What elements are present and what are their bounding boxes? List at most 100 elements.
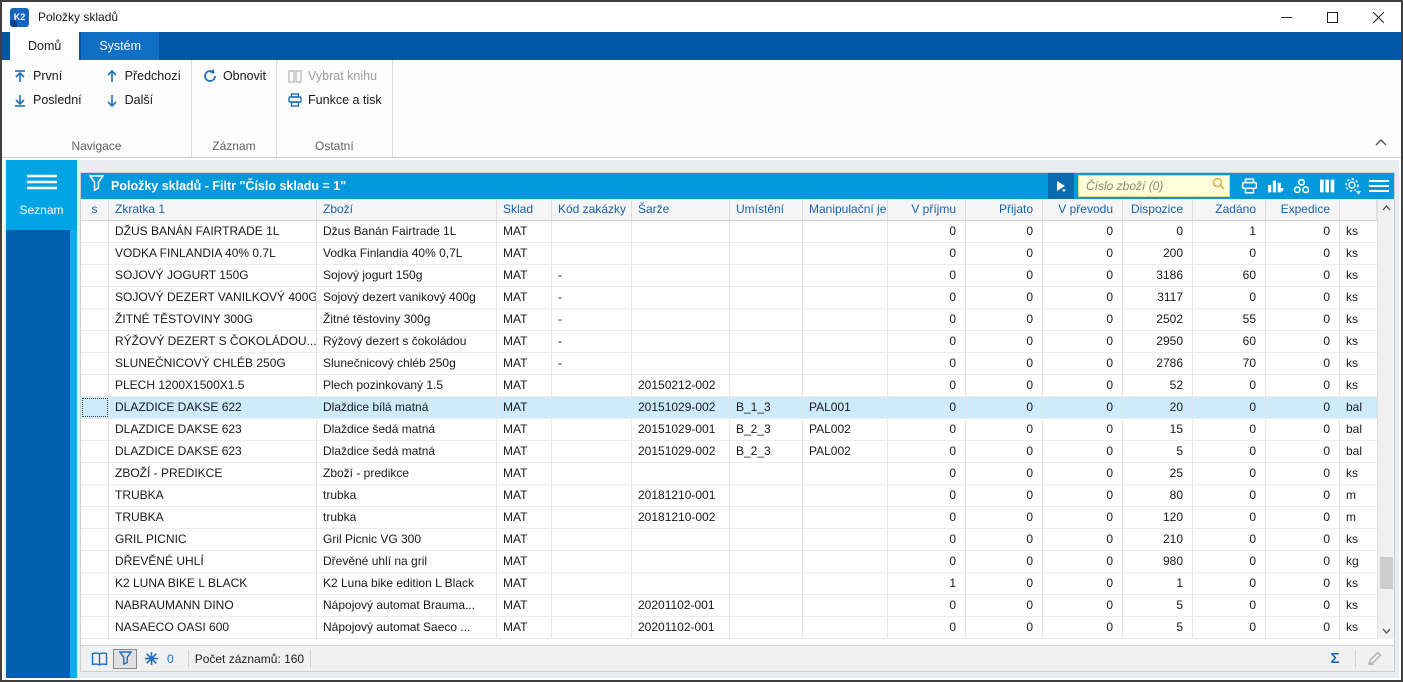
column-header-zbozi[interactable]: Zboží [317,199,497,220]
table-cell-umisteni [730,353,803,374]
table-cell-zbozi: Dlaždice šedá matná [317,441,497,462]
table-cell-prijato: 0 [966,353,1043,374]
tab-domu[interactable]: Domů [10,32,80,60]
columns-icon[interactable] [1314,173,1340,199]
column-header-sarze[interactable]: Šarže [632,199,730,220]
column-header-expedice[interactable]: Expedice [1266,199,1340,220]
previous-record-button[interactable]: Předchozí [100,64,185,88]
column-header-v-prijmu[interactable]: V příjmu [888,199,966,220]
browse-menu-icon[interactable] [1366,173,1392,199]
related-records-icon[interactable] [1288,173,1314,199]
scroll-down-icon[interactable] [1378,622,1395,639]
table-cell-sarze [632,243,730,264]
table-cell-s [81,265,109,286]
first-record-button[interactable]: První [8,64,86,88]
table-cell-jednotka: m [1346,488,1356,502]
table-cell-prijato: 0 [966,287,1043,308]
table-row[interactable]: ŽITNÉ TĚSTOVINY 300G Žitné těstoviny 300g… [81,309,1377,331]
search-icon[interactable] [1212,177,1225,195]
table-cell-s [81,463,109,484]
table-cell-sklad: MAT [497,309,552,330]
table-cell-zadano: 55 [1193,309,1266,330]
table-cell-v-prevodu: 0 [1043,485,1123,506]
print-icon[interactable] [1236,173,1262,199]
table-cell-zkratka1: SOJOVÝ DEZERT VANILKOVÝ 400G [109,287,317,308]
frozen-records-icon[interactable] [139,649,163,669]
table-row[interactable]: SLUNEČNICOVÝ CHLÉB 250G Slunečnicový chlé… [81,353,1377,375]
sidebar-item-seznam[interactable]: Seznam [6,160,77,230]
select-book-button: Vybrat knihu [283,64,386,88]
table-cell-sarze [632,309,730,330]
table-cell-umisteni: B_2_3 [730,419,803,440]
table-cell-v-prevodu: 0 [1043,397,1123,418]
table-row[interactable]: DLAZDICE DAKSE 622 Dlaždice bílá matná MAT… [81,397,1377,419]
table-cell-umisteni [730,529,803,550]
column-header-zkratka1[interactable]: Zkratka 1 [109,199,317,220]
table-row[interactable]: SOJOVÝ JOGURT 150G Sojový jogurt 150g MAT -… [81,265,1377,287]
refresh-button[interactable]: Obnovit [198,64,270,88]
table-cell-zkratka1: DLAZDICE DAKSE 623 [109,441,317,462]
table-cell-zbozi: K2 Luna bike edition L Black [317,573,497,594]
last-record-button[interactable]: Poslední [8,88,86,112]
vertical-scrollbar[interactable] [1377,199,1394,639]
table-cell-umisteni [730,551,803,572]
settings-gear-icon[interactable] [1340,173,1366,199]
column-header-sklad[interactable]: Sklad [497,199,552,220]
table-cell-s [81,551,109,572]
table-cell-v-prevodu: 0 [1043,507,1123,528]
data-table: s Zkratka 1 Zboží Sklad Kód zakázky Šarže Umís… [81,199,1394,639]
content-area: Seznam Položky skladů - Filtr "Číslo skl… [4,160,1399,678]
column-header-v-prevodu[interactable]: V převodu [1043,199,1123,220]
column-header-kod-zakazky[interactable]: Kód zakázky [552,199,632,220]
table-cell-prijato: 0 [966,397,1043,418]
table-row[interactable]: TRUBKA trubka MAT 20181210-001 0 0 0 80 0 0 m [81,485,1377,507]
collapse-ribbon-button[interactable] [1375,133,1387,151]
table-cell-umisteni [730,243,803,264]
table-cell-jednotka: ks [1346,224,1358,238]
search-input[interactable] [1086,179,1212,193]
table-row[interactable]: K2 LUNA BIKE L BLACK K2 Luna bike edition… [81,573,1377,595]
column-header-dispozice[interactable]: Dispozice [1123,199,1193,220]
scrollbar-track[interactable] [1378,216,1395,622]
filter-funnel-icon[interactable] [88,175,105,197]
minimize-button[interactable] [1263,2,1309,32]
scrollbar-thumb[interactable] [1379,557,1393,590]
table-row[interactable]: ZBOŽÍ - PREDIKCE Zboží - predikce MAT 0 0 0 25… [81,463,1377,485]
table-row[interactable]: RÝŽOVÝ DEZERT S ČOKOLÁDOU... Rýžový dezer… [81,331,1377,353]
chart-icon[interactable] [1262,173,1288,199]
button-label: Funkce a tisk [308,93,382,107]
run-filter-button[interactable] [1048,173,1074,199]
table-cell-manipulacni-jednotka: PAL001 [803,397,888,418]
table-row[interactable]: SOJOVÝ DEZERT VANILKOVÝ 400G Sojový dezer… [81,287,1377,309]
maximize-button[interactable] [1309,2,1355,32]
table-cell-zkratka1: GRIL PICNIC [109,529,317,550]
table-row[interactable]: DLAZDICE DAKSE 623 Dlaždice šedá matná MAT… [81,419,1377,441]
filter-toggle-button[interactable] [113,648,137,669]
column-header-prijato[interactable]: Přijato [966,199,1043,220]
scroll-up-icon[interactable] [1378,199,1395,216]
table-row[interactable]: DLAZDICE DAKSE 623 Dlaždice šedá matná MAT… [81,441,1377,463]
table-row[interactable]: NASAECO OASI 600 Nápojový automat Saeco .… [81,617,1377,639]
column-header-umisteni[interactable]: Umístění [730,199,803,220]
table-cell-s [81,507,109,528]
table-cell-jednotka: ks [1346,466,1358,480]
table-row[interactable]: TRUBKA trubka MAT 20181210-002 0 0 0 120 0 0 m [81,507,1377,529]
book-icon[interactable] [87,649,111,669]
column-header-jednotka[interactable] [1340,199,1377,220]
tab-system[interactable]: Systém [81,32,160,60]
functions-print-button[interactable]: Funkce a tisk [283,88,386,112]
sum-sigma-icon[interactable]: Σ [1330,650,1340,667]
table-cell-manipulacni-jednotka [803,375,888,396]
table-row[interactable]: PLECH 1200X1500X1.5 Plech pozinkovaný 1.5… [81,375,1377,397]
close-button[interactable] [1355,2,1401,32]
column-header-manipulacni-jednotka[interactable]: Manipulační jedn [803,199,888,220]
table-row[interactable]: VODKA FINLANDIA 40% 0.7L Vodka Finlandia … [81,243,1377,265]
table-row[interactable]: GRIL PICNIC Gril Picnic VG 300 MAT 0 0 0 210 0 0… [81,529,1377,551]
table-row[interactable]: DŽUS BANÁN FAIRTRADE 1L Džus Banán Fairtr… [81,221,1377,243]
table-row[interactable]: NABRAUMANN DINO Nápojový automat Brauma..… [81,595,1377,617]
column-header-zadano[interactable]: Zadáno [1193,199,1266,220]
frozen-count: 0 [167,651,174,666]
next-record-button[interactable]: Další [100,88,185,112]
table-row[interactable]: DŘEVĚNÉ UHLÍ Dřevěné uhlí na gril MAT 0 0 0 98… [81,551,1377,573]
column-header-s[interactable]: s [81,199,109,220]
